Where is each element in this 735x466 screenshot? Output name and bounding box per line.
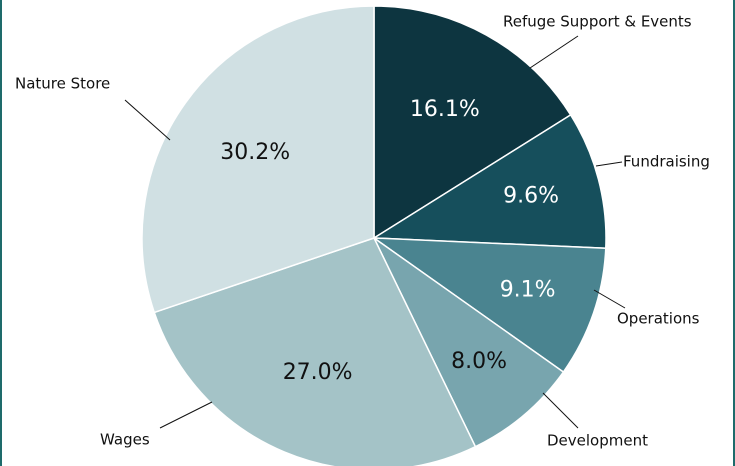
leader-line: [124, 99, 171, 141]
slice-name: Fundraising: [623, 153, 710, 171]
frame-edge: [0, 0, 2, 466]
pie-slice: [373, 237, 565, 448]
pie-slice: [371, 113, 607, 249]
leader-line: [529, 35, 579, 69]
leader-line: [542, 392, 579, 429]
percent-label: 16.1%: [410, 97, 480, 122]
pie-slice: [141, 5, 375, 314]
percent-label: 27.0%: [283, 360, 353, 385]
leader-line: [593, 289, 626, 309]
leader-line: [159, 401, 213, 429]
percent-label: 9.1%: [500, 278, 556, 303]
leader-line: [595, 161, 623, 167]
slice-name: Refuge Support & Events: [503, 13, 692, 31]
percent-label: 30.2%: [220, 140, 290, 165]
percent-label: 8.0%: [451, 349, 507, 374]
pie-slice: [371, 237, 607, 374]
pie-slice: [153, 237, 477, 466]
slice-name: Nature Store: [15, 75, 110, 93]
slice-name: Development: [547, 432, 648, 450]
pie-slice: [373, 5, 572, 240]
frame-edge: [733, 0, 735, 466]
percent-label: 9.6%: [503, 184, 559, 209]
slice-name: Wages: [100, 431, 150, 449]
slice-name: Operations: [617, 310, 700, 328]
